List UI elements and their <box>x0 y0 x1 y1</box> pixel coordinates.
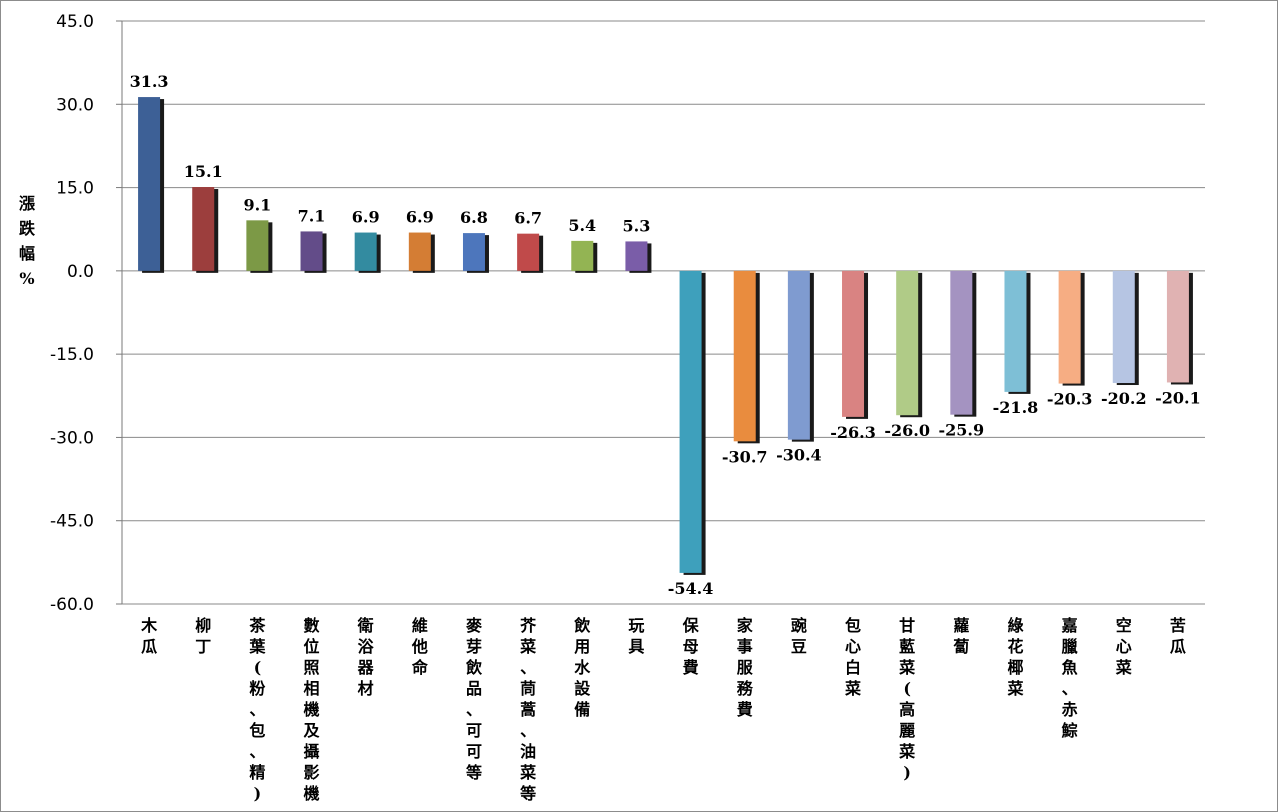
data-label: 9.1 <box>243 195 271 214</box>
bar <box>192 187 215 271</box>
data-label: 5.3 <box>623 216 651 235</box>
category-label: 蘿蔔 <box>953 616 969 656</box>
data-label: -26.3 <box>830 423 876 442</box>
data-label: -54.4 <box>668 579 714 598</box>
bar <box>1166 270 1189 383</box>
bar <box>896 270 919 416</box>
y-tick-label: 30.0 <box>56 95 94 115</box>
category-label: 柳丁 <box>195 616 211 656</box>
y-tick-label: -60.0 <box>50 595 94 615</box>
bar <box>462 233 485 271</box>
data-label: -20.2 <box>1101 389 1147 408</box>
data-label: 7.1 <box>298 206 326 225</box>
bar <box>354 232 377 271</box>
category-label: 飲用水設備 <box>573 616 591 719</box>
data-label: -30.7 <box>722 447 768 466</box>
category-label: 保母費 <box>682 616 700 677</box>
category-label: 豌豆 <box>791 616 807 656</box>
bar <box>246 220 269 271</box>
data-label: -21.8 <box>993 398 1039 417</box>
bars <box>138 97 1193 575</box>
bar <box>842 270 865 417</box>
category-label: 綠花椰菜 <box>1006 616 1024 698</box>
bar <box>408 232 431 271</box>
y-tick-label: 45.0 <box>56 12 94 32</box>
data-label: -26.0 <box>884 421 930 440</box>
category-label: 茶葉(粉、包、精) <box>248 616 266 803</box>
data-label: -20.1 <box>1155 388 1201 407</box>
y-axis-tick-labels: 45.0 30.0 15.0 0.0 -15.0 -30.0 -45.0 -60.0 <box>50 12 94 615</box>
data-label: -25.9 <box>939 421 985 440</box>
category-label: 玩具 <box>628 616 644 656</box>
y-tick-label: 0.0 <box>67 262 94 282</box>
category-label: 麥芽飲品、可可等 <box>465 616 483 782</box>
category-label: 嘉臘魚、赤鯮 <box>1061 616 1078 740</box>
data-label: 15.1 <box>184 162 223 181</box>
y-tick-label: 15.0 <box>56 179 94 199</box>
data-label: 31.3 <box>130 72 169 91</box>
category-label: 甘藍菜(高麗菜) <box>898 616 915 782</box>
bar <box>787 270 810 440</box>
y-axis-label: 漲跌幅% <box>19 194 36 288</box>
y-tick-label: -30.0 <box>50 428 94 448</box>
data-label: -20.3 <box>1047 390 1093 409</box>
bar <box>1112 270 1135 384</box>
bar <box>517 233 540 271</box>
category-label: 空心菜 <box>1115 616 1132 677</box>
bar <box>300 231 323 271</box>
bar <box>1058 270 1081 384</box>
bar <box>679 270 702 573</box>
gridlines <box>116 20 1205 605</box>
bar <box>950 270 973 415</box>
bar <box>1004 270 1027 392</box>
data-label: 5.4 <box>568 216 596 235</box>
data-label: 6.9 <box>352 208 380 227</box>
category-label: 芥菜、茼蒿、油菜等 <box>519 616 537 803</box>
y-tick-label: -45.0 <box>50 512 94 532</box>
data-label: 6.9 <box>406 208 434 227</box>
data-label: -30.4 <box>776 446 822 465</box>
data-label: 6.7 <box>514 209 542 228</box>
bar <box>625 241 648 271</box>
category-label: 木瓜 <box>140 616 158 656</box>
category-label: 衛浴器材 <box>357 616 375 698</box>
data-label: 6.8 <box>460 208 488 227</box>
bar <box>571 240 594 271</box>
category-label: 苦瓜 <box>1170 616 1186 656</box>
data-labels: 31.3 15.1 9.1 7.1 6.9 6.9 6.8 6.7 5.4 5.3 -54.4 -30… <box>130 72 1201 598</box>
category-label: 包心白菜 <box>844 616 861 698</box>
bar <box>138 97 161 271</box>
bar <box>733 270 756 442</box>
category-label: 維他命 <box>411 616 429 677</box>
category-label: 數位照相機及攝影機 <box>304 616 321 803</box>
y-tick-label: -15.0 <box>50 345 94 365</box>
category-label: 家事服務費 <box>737 616 754 719</box>
